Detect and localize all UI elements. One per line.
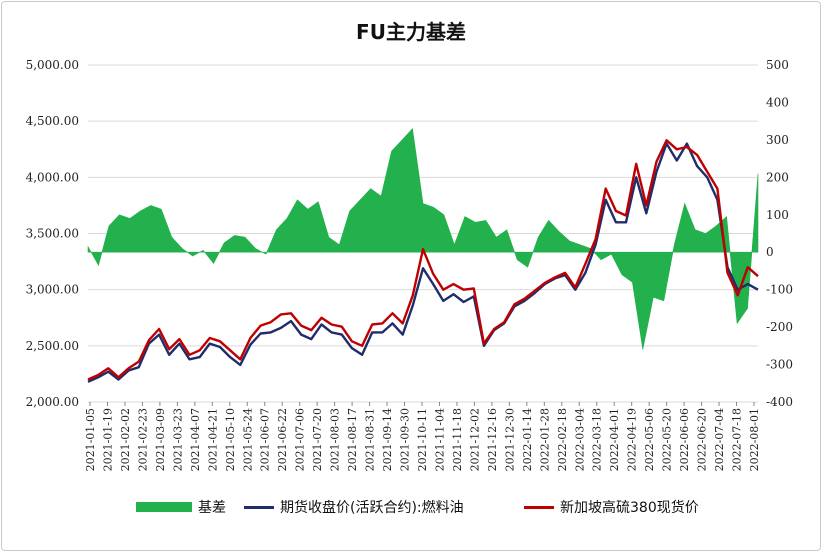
x-tick-label: 2021-08-31 (364, 408, 377, 471)
x-tick-label: 2022-01-14 (521, 408, 534, 471)
right-tick-label: -400 (766, 395, 793, 409)
x-axis: 2021-01-05 2021-01-19 2021-02-02 2021-02-23… (84, 402, 761, 471)
basis-area-series (87, 128, 759, 350)
x-tick-label: 2021-05-10 (224, 408, 237, 471)
price-line-series (87, 139, 759, 383)
x-tick-label: 2022-06-06 (678, 408, 691, 471)
x-tick-label: 2021-03-09 (154, 408, 167, 471)
x-tick-label: 2021-03-23 (171, 408, 184, 471)
x-tick-label: 2021-09-14 (381, 408, 394, 471)
x-tick-label: 2022-03-04 (573, 408, 586, 471)
left-tick-label: 4,500.00 (26, 114, 79, 128)
x-tick-label: 2022-01-28 (538, 408, 551, 471)
legend-item-futures: 期货收盘价(活跃合约):燃料油 (244, 496, 464, 518)
x-tick-label: 2022-02-18 (556, 408, 569, 471)
legend-swatch-futures (244, 505, 274, 509)
legend-item-basis: 基差 (136, 496, 226, 518)
x-tick-label: 2022-07-04 (713, 408, 726, 471)
x-tick-label: 2021-12-02 (468, 408, 481, 471)
x-tick-label: 2021-05-24 (241, 408, 254, 471)
x-tick-label: 2021-02-23 (136, 408, 149, 471)
x-tick-label: 2022-05-20 (661, 408, 674, 471)
futures-price-line (87, 142, 759, 383)
x-tick-label: 2022-07-18 (731, 408, 744, 471)
legend-label-basis: 基差 (198, 500, 226, 516)
chart-title: FU主力基差 (356, 20, 466, 44)
left-tick-label: 2,500.00 (26, 339, 79, 353)
x-tick-label: 2021-10-11 (416, 408, 429, 471)
right-tick-label: 0 (766, 245, 774, 259)
x-tick-label: 2022-06-20 (696, 408, 709, 471)
legend-swatch-spot (524, 505, 554, 509)
legend: 基差 期货收盘价(活跃合约):燃料油 新加坡高硫380现货价 (0, 496, 822, 518)
right-axis: 500 400 300 200 100 0 -100 -200 -300 -400 (766, 58, 793, 409)
left-tick-label: 2,000.00 (26, 395, 79, 409)
x-tick-label: 2022-03-18 (591, 408, 604, 471)
x-tick-label: 2021-04-21 (206, 408, 219, 471)
x-tick-label: 2021-08-03 (329, 408, 342, 471)
x-tick-label: 2021-07-06 (294, 408, 307, 471)
legend-label-futures: 期货收盘价(活跃合约):燃料油 (280, 500, 464, 516)
x-tick-label: 2021-01-05 (84, 408, 97, 471)
x-tick-label: 2021-12-30 (503, 408, 516, 471)
right-tick-label: 500 (766, 58, 789, 72)
left-tick-label: 3,000.00 (26, 283, 79, 297)
x-tick-label: 2022-04-01 (608, 408, 621, 471)
x-tick-label: 2021-04-07 (189, 408, 202, 471)
right-tick-label: 400 (766, 95, 789, 109)
x-tick-label: 2022-04-19 (626, 408, 639, 471)
x-tick-label: 2021-11-18 (451, 408, 464, 471)
basis-area (87, 128, 759, 350)
x-tick-label: 2021-12-16 (486, 408, 499, 471)
x-tick-label: 2021-09-30 (399, 408, 412, 471)
right-tick-label: -300 (766, 358, 793, 372)
left-tick-label: 4,000.00 (26, 170, 79, 184)
x-tick-label: 2021-08-17 (346, 408, 359, 471)
spot-price-line (87, 139, 759, 381)
legend-swatch-basis (136, 502, 192, 512)
x-tick-label: 2022-08-01 (748, 408, 761, 471)
legend-item-spot: 新加坡高硫380现货价 (524, 496, 699, 518)
x-tick-label: 2021-06-07 (259, 408, 272, 471)
right-tick-label: -100 (766, 283, 793, 297)
right-tick-label: 300 (766, 133, 789, 147)
right-tick-label: 200 (766, 170, 789, 184)
left-tick-label: 5,000.00 (26, 58, 79, 72)
gridlines (88, 64, 758, 403)
legend-label-spot: 新加坡高硫380现货价 (560, 500, 699, 516)
x-tick-label: 2021-01-19 (101, 408, 114, 471)
x-tick-label: 2021-07-20 (311, 408, 324, 471)
left-axis: 5,000.00 4,500.00 4,000.00 3,500.00 3,000.00… (26, 58, 79, 409)
right-tick-label: -200 (766, 320, 793, 334)
right-tick-label: 100 (766, 208, 789, 222)
x-tick-label: 2021-11-04 (433, 408, 446, 471)
x-tick-label: 2022-05-06 (643, 408, 656, 471)
left-tick-label: 3,500.00 (26, 227, 79, 241)
x-tick-label: 2021-02-02 (119, 408, 132, 471)
x-tick-label: 2021-06-22 (276, 408, 289, 471)
